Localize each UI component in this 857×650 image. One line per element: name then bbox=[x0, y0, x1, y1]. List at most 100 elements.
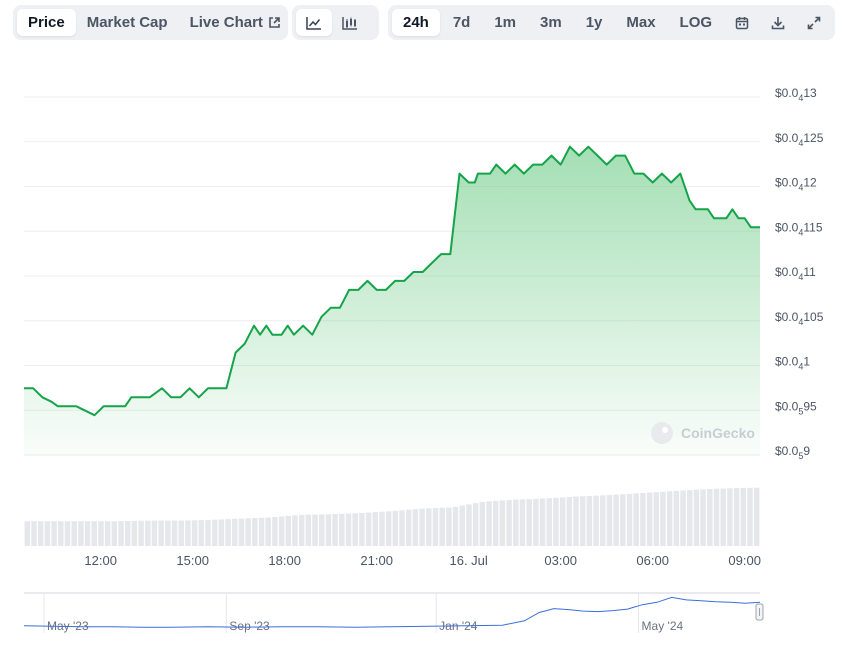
volume-bar bbox=[305, 514, 312, 546]
tab-live-chart-label: Live Chart bbox=[189, 14, 263, 31]
volume-bar bbox=[24, 521, 31, 546]
volume-bar bbox=[71, 521, 77, 546]
range-24h[interactable]: 24h bbox=[392, 9, 440, 36]
volume-bar bbox=[553, 497, 559, 546]
volume-bar bbox=[546, 498, 552, 546]
range-1m[interactable]: 1m bbox=[483, 9, 527, 36]
volume-bar bbox=[238, 518, 245, 546]
y-tick-label: $0.059 bbox=[775, 444, 810, 461]
volume-bar bbox=[385, 511, 392, 546]
calendar-button[interactable] bbox=[725, 9, 759, 36]
volume-bar bbox=[620, 494, 626, 546]
volume-bar bbox=[472, 503, 479, 546]
volume-bar bbox=[419, 508, 425, 546]
chart-type-toggle bbox=[292, 5, 379, 40]
volume-bar bbox=[466, 504, 472, 546]
volume-bar bbox=[613, 494, 619, 546]
candlestick-button[interactable] bbox=[332, 9, 368, 36]
tab-price-label: Price bbox=[28, 14, 65, 31]
navigator-line bbox=[23, 596, 761, 628]
volume-bar bbox=[285, 515, 292, 546]
range-3m[interactable]: 3m bbox=[529, 9, 573, 36]
volume-bar bbox=[78, 521, 84, 546]
line-chart-button[interactable] bbox=[296, 9, 332, 36]
volume-bar bbox=[673, 490, 680, 546]
volume-bar bbox=[680, 490, 686, 546]
tab-price[interactable]: Price bbox=[17, 9, 76, 36]
x-tick-label: 03:00 bbox=[544, 553, 577, 568]
volume-bar bbox=[660, 491, 666, 546]
y-tick-label: $0.0412 bbox=[775, 176, 817, 193]
price-area-fill bbox=[24, 146, 760, 456]
log-scale-toggle[interactable]: LOG bbox=[669, 9, 724, 36]
volume-bar bbox=[700, 489, 706, 546]
volume-bar bbox=[526, 499, 532, 546]
volume-bar bbox=[452, 506, 459, 546]
volume-bar bbox=[352, 513, 358, 546]
volume-bar bbox=[138, 520, 144, 546]
range-7d[interactable]: 7d bbox=[442, 9, 482, 36]
volume-bar bbox=[31, 521, 37, 546]
range-max[interactable]: Max bbox=[615, 9, 666, 36]
volume-bar bbox=[191, 520, 198, 546]
candlestick-icon bbox=[342, 16, 357, 30]
coingecko-logo-eye bbox=[662, 427, 668, 433]
volume-bar bbox=[359, 512, 365, 546]
volume-bar bbox=[185, 520, 191, 546]
volume-bar bbox=[339, 513, 345, 546]
range-1y[interactable]: 1y bbox=[575, 9, 614, 36]
volume-bar bbox=[225, 519, 231, 546]
range-1m-label: 1m bbox=[494, 14, 517, 31]
log-scale-label: LOG bbox=[679, 14, 713, 31]
volume-bar bbox=[51, 521, 57, 546]
volume-bar bbox=[151, 520, 158, 546]
volume-bar bbox=[91, 521, 97, 546]
volume-bar bbox=[37, 521, 44, 546]
volume-bar bbox=[44, 521, 51, 546]
tab-market-cap[interactable]: Market Cap bbox=[76, 9, 179, 36]
x-tick-label: 15:00 bbox=[176, 553, 209, 568]
volume-bars bbox=[24, 487, 760, 546]
volume-bar bbox=[533, 498, 539, 546]
download-button[interactable] bbox=[761, 9, 795, 36]
range-max-label: Max bbox=[626, 14, 656, 31]
volume-bar bbox=[579, 496, 586, 546]
range-24h-label: 24h bbox=[403, 14, 429, 31]
x-tick-label: 12:00 bbox=[84, 553, 117, 568]
volume-bar bbox=[58, 521, 64, 546]
view-tabs: Price Market Cap Live Chart bbox=[13, 5, 288, 40]
volume-bar bbox=[432, 508, 439, 546]
volume-bar bbox=[753, 487, 760, 546]
x-tick-label: 16. Jul bbox=[450, 553, 488, 568]
volume-bar bbox=[653, 492, 660, 546]
volume-bar bbox=[124, 521, 131, 546]
volume-bar bbox=[479, 501, 486, 546]
coingecko-watermark: CoinGecko bbox=[651, 422, 755, 444]
volume-bar bbox=[606, 495, 613, 546]
navigator-label: May '24 bbox=[642, 619, 684, 633]
volume-bar bbox=[733, 488, 740, 546]
volume-bar bbox=[372, 512, 379, 546]
volume-bar bbox=[265, 517, 271, 546]
volume-bar bbox=[506, 500, 512, 546]
volume-bar bbox=[519, 499, 526, 546]
download-icon bbox=[771, 16, 785, 29]
y-tick-label: $0.041 bbox=[775, 355, 810, 372]
volume-bar bbox=[84, 521, 91, 546]
volume-bar bbox=[513, 499, 519, 546]
tab-live-chart[interactable]: Live Chart bbox=[179, 9, 292, 36]
volume-bar bbox=[687, 490, 693, 546]
volume-bar bbox=[178, 520, 184, 546]
expand-button[interactable] bbox=[797, 9, 831, 36]
volume-bar bbox=[492, 500, 499, 546]
volume-bar bbox=[426, 508, 432, 546]
range-toolbar: 24h 7d 1m 3m 1y Max LOG bbox=[388, 5, 835, 40]
volume-bar bbox=[593, 495, 599, 546]
volume-bar bbox=[245, 518, 251, 546]
volume-bar bbox=[720, 488, 726, 546]
range-navigator[interactable]: May '23 Sep '23 Jan '24 May '24 bbox=[23, 592, 764, 633]
volume-bar bbox=[272, 516, 278, 546]
tab-market-cap-label: Market Cap bbox=[86, 14, 168, 31]
volume-bar bbox=[626, 493, 633, 546]
